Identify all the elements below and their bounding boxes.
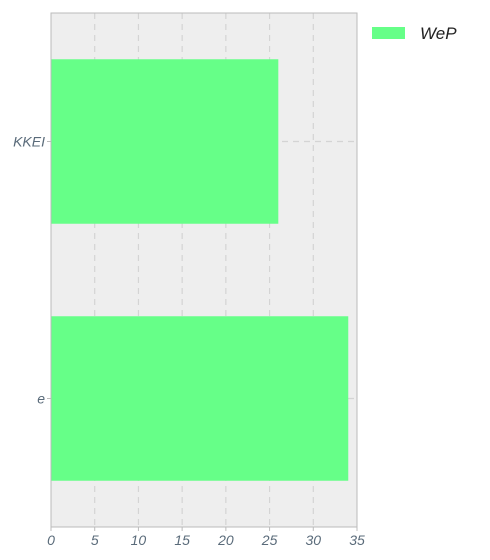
x-tick-label: 5	[91, 532, 99, 548]
x-tick-label: 15	[174, 532, 190, 548]
x-axis-ticks: 0 5 10 15 20 25 30 35	[47, 527, 365, 548]
y-axis-ticks: KKEI e	[13, 134, 51, 407]
y-tick-label-e: e	[37, 391, 45, 407]
legend-label-wep: WeP	[420, 24, 457, 43]
plot-border	[50, 12, 358, 528]
legend-swatch-wep	[372, 27, 405, 39]
x-tick-label: 25	[261, 532, 278, 548]
bars	[51, 59, 349, 481]
y-tick-label-kkei: KKEI	[13, 134, 45, 150]
bar-kkei	[51, 59, 279, 224]
bar-e	[51, 316, 349, 481]
x-tick-label: 30	[305, 532, 321, 548]
x-tick-label: 20	[217, 532, 234, 548]
x-tick-label: 0	[47, 532, 55, 548]
x-tick-label: 35	[349, 532, 365, 548]
legend: WeP	[372, 24, 457, 43]
x-tick-label: 10	[131, 532, 147, 548]
